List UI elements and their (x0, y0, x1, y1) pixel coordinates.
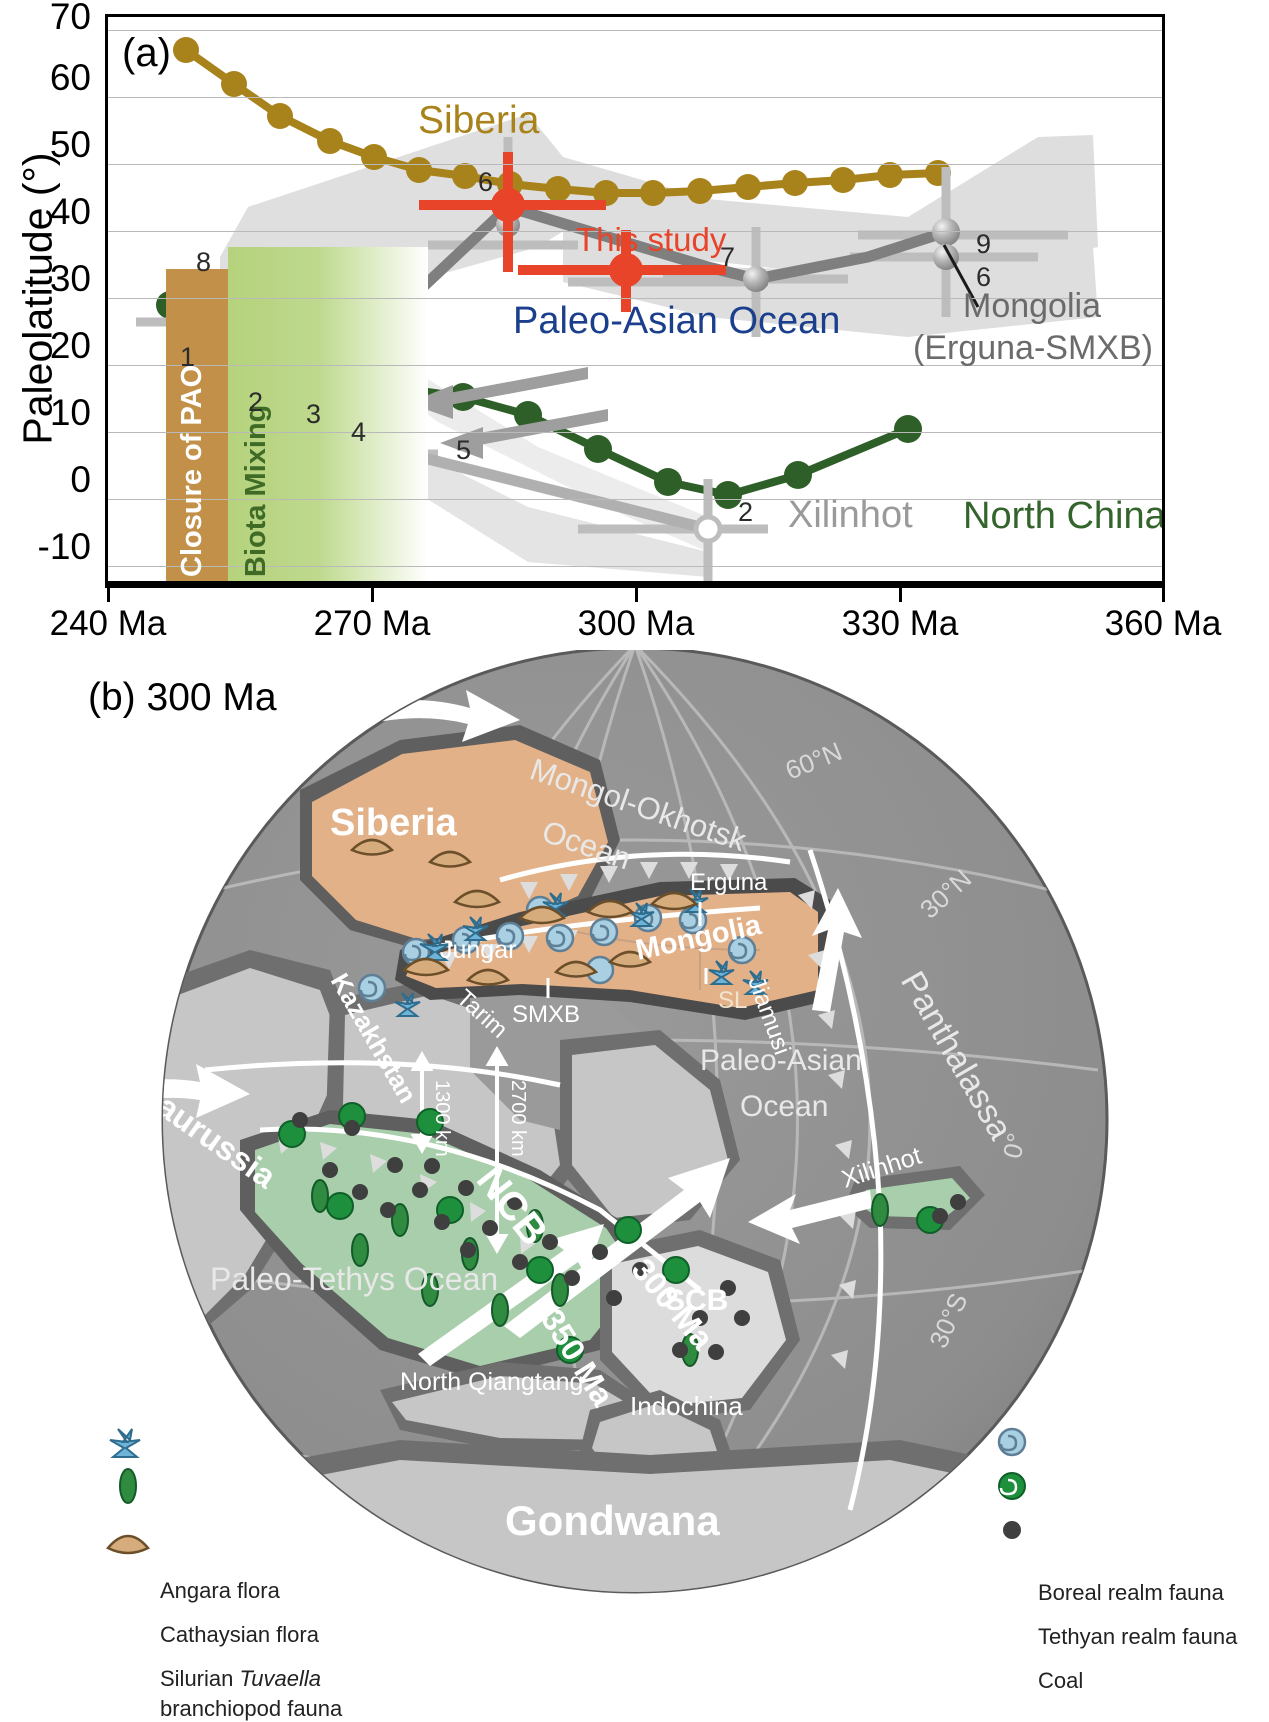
gridline-40 (108, 231, 1162, 232)
label-north-china: North China (963, 495, 1165, 537)
y-tick-70: 70 (49, 0, 91, 37)
globe-label-jungar: Jungar (440, 936, 516, 964)
panel-a-tag: (a) (122, 31, 171, 75)
y-tick-50: 50 (49, 124, 91, 165)
y-tick-30: 30 (49, 258, 91, 299)
gridline-30 (108, 298, 1162, 299)
label-this-study: This study (576, 221, 727, 258)
globe-label-siberia: Siberia (330, 802, 458, 844)
legend-label-cathaysian-flora: Cathaysian flora (160, 1622, 319, 1647)
gridline-70 (108, 30, 1162, 31)
ocean-label-paleo-asian-line2: Ocean (740, 1090, 828, 1123)
continent-siberia (300, 725, 620, 950)
sub-label-smxb: SMXB (512, 1001, 580, 1028)
legend-icon-tethyan-fauna (998, 1472, 1026, 1500)
globe-label-scb: SCB (665, 1284, 728, 1317)
mongolia-leader-line (942, 244, 980, 308)
x-tick-300 (635, 584, 638, 602)
band-label-closure-of-pao: Closure of PAO (176, 364, 208, 577)
x-tick-270 (371, 584, 374, 602)
x-label-240: 240 Ma (49, 604, 167, 643)
coal-symbols (292, 1112, 966, 1360)
legend-right (997, 1427, 1027, 1539)
ocean-label-paleo-tethys: Paleo-Tethys Ocean (210, 1261, 498, 1297)
ocean-label-paleo-asian-line1: Paleo-Asian (700, 1044, 862, 1077)
x-tick-330 (899, 584, 902, 602)
label-xilinhot: Xilinhot (788, 494, 913, 536)
panel-a-paleolatitude-chart: Paleolatitude (°) 70 60 50 40 30 20 10 0… (0, 0, 1269, 650)
legend-icon-angara-flora (109, 1428, 141, 1458)
legend-label-angara-flora: Angara flora (160, 1578, 280, 1603)
site-number-6: 6 (478, 167, 494, 197)
site-number-6b: 6 (976, 262, 992, 292)
panel-b-paleogeographic-globe: (b) 300 Ma (0, 650, 1269, 1721)
gridline-neg10 (108, 566, 1162, 567)
legend-label-brachiopod-line2: branchiopod fauna (160, 1696, 343, 1721)
site-number-7: 7 (720, 242, 736, 272)
band-closure-of-pao (166, 269, 228, 581)
gridline-50 (108, 164, 1162, 165)
label-mongolia: Mongolia (963, 287, 1101, 325)
gridline-10 (108, 432, 1162, 433)
plot-area: Closure of PAO Biota Mixing 8 1 2 3 4 5 … (105, 14, 1165, 584)
legend-label-boreal-fauna: Boreal realm fauna (1038, 1580, 1224, 1605)
site-number-8: 8 (196, 247, 212, 277)
globe-label-indochina: Indochina (630, 1391, 743, 1421)
label-paleo-asian-ocean: Paleo-Asian Ocean (513, 300, 841, 342)
legend-brachiopod-italic: Tuvaella (239, 1666, 322, 1691)
gridline-60 (108, 97, 1162, 98)
sub-label-sl: SL (718, 987, 747, 1014)
label-siberia: Siberia (418, 99, 540, 142)
gridline-20 (108, 365, 1162, 366)
panel-b-tag: (b) 300 Ma (88, 676, 277, 719)
legend-label-coal: Coal (1038, 1668, 1084, 1693)
legend-label-brachiopod-line1: Silurian Tuvaella (160, 1666, 321, 1692)
globe-label-gondwana: Gondwana (505, 1497, 720, 1544)
globe-vector-layer: Siberia Mongolia Laurussia Kazakhstan Ta… (106, 650, 1109, 1594)
legend-icon-cathaysian-flora (119, 1468, 137, 1504)
label-erguna-smxb: (Erguna-SMXB) (913, 329, 1153, 367)
site-number-2: 2 (248, 387, 264, 417)
motion-arrows (408, 367, 608, 459)
y-tick-neg10: -10 (37, 526, 91, 567)
site-number-3: 3 (306, 399, 322, 429)
y-tick-60: 60 (49, 57, 91, 98)
legend-icon-boreal-fauna (997, 1427, 1027, 1457)
site-number-5: 5 (456, 435, 472, 465)
legend-icon-brachiopod (106, 1534, 150, 1555)
x-label-300: 300 Ma (577, 604, 695, 643)
legend-left (106, 1428, 150, 1555)
this-study-points (491, 188, 643, 287)
y-tick-20: 20 (49, 325, 91, 366)
site-number-2b: 2 (738, 497, 754, 527)
legend-brachiopod-pre: Silurian (160, 1666, 240, 1691)
y-tick-40: 40 (49, 191, 91, 232)
site-number-1: 1 (180, 342, 196, 372)
y-tick-0: 0 (70, 459, 91, 500)
y-tick-10: 10 (49, 392, 91, 433)
legend-icon-coal (1003, 1521, 1021, 1539)
globe-label-north-qiangtang: North Qiangtang (400, 1368, 583, 1396)
site-number-9: 9 (976, 229, 992, 259)
legend-label-tethyan-fauna: Tethyan realm fauna (1038, 1624, 1238, 1649)
x-label-270: 270 Ma (313, 604, 431, 643)
x-tick-360 (1162, 584, 1165, 602)
x-label-330: 330 Ma (841, 604, 959, 643)
band-label-biota-mixing: Biota Mixing (240, 404, 272, 577)
brachiopod-symbols (349, 838, 699, 986)
band-biota-mixing (228, 247, 428, 581)
site-ticks (546, 902, 708, 998)
tethyan-fauna-symbols (278, 1102, 944, 1364)
site-number-4: 4 (351, 417, 367, 447)
gridline-0 (108, 499, 1162, 500)
distance-label-1300km: 1300 km (431, 1080, 453, 1157)
distance-label-2700km: 2700 km (507, 1080, 529, 1157)
x-tick-240 (107, 584, 110, 602)
sub-label-erguna: Erguna (690, 869, 768, 896)
x-label-360: 360 Ma (1104, 604, 1222, 643)
series-siberia (173, 37, 951, 206)
